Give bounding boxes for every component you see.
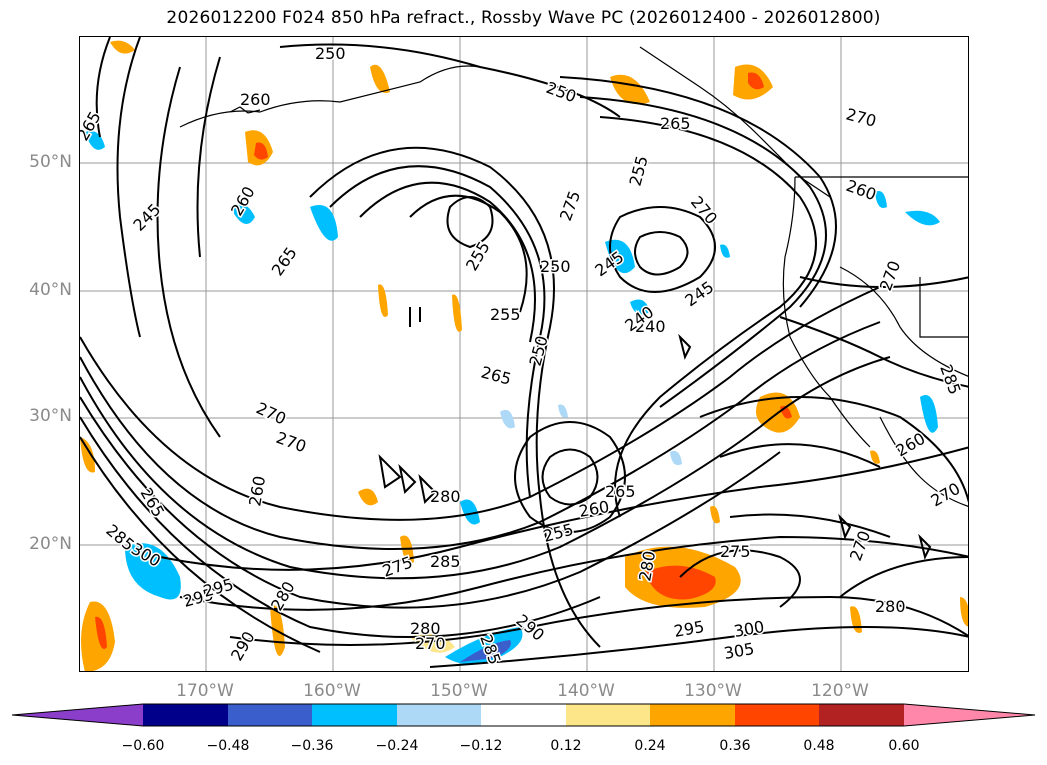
contour-label: 260 [844, 176, 879, 204]
contour-label: 265 [268, 243, 301, 279]
colorbar-swatch [735, 704, 819, 726]
contour-label: 285 [936, 362, 964, 397]
colorbar-tick: −0.24 [375, 738, 419, 754]
contour-label: 290 [227, 628, 259, 664]
lon-label-120w: 120°W [811, 681, 869, 701]
contour-label: 265 [660, 114, 691, 133]
contour-label: 260 [227, 183, 259, 219]
colorbar-swatch [228, 704, 312, 726]
map-panel[interactable]: 250 260 265 250 245 270 265 255 260 265 270 260 255 2… [79, 36, 969, 672]
contour-label: 260 [577, 497, 610, 521]
colorbar-tick: 0.48 [803, 738, 835, 754]
lon-label-130w: 130°W [684, 681, 742, 701]
colorbar-swatch [819, 704, 904, 726]
colorbar-tick: 0.24 [634, 738, 666, 754]
lon-label-160w: 160°W [303, 681, 361, 701]
lon-label-140w: 140°W [557, 681, 615, 701]
contour-label: 255 [490, 305, 521, 324]
contour-label: 295 [672, 617, 705, 641]
contour-label: 255 [626, 154, 652, 188]
contour-label: 270 [876, 258, 904, 293]
contour-label: 240 [635, 317, 666, 336]
contour-label: 250 [315, 44, 346, 63]
colorbar [11, 703, 1036, 727]
colorbar-swatch [481, 704, 566, 726]
contour-label: 270 [253, 398, 289, 428]
colorbar-tick: −0.60 [121, 738, 165, 754]
colorbar-tick: 0.36 [719, 738, 751, 754]
colorbar-tick: −0.36 [290, 738, 334, 754]
contour-label: 265 [605, 482, 636, 501]
colorbar-swatch [397, 704, 481, 726]
colorbar-swatch [143, 704, 228, 726]
anomaly-fills [80, 40, 968, 671]
contour-label: 275 [720, 542, 751, 561]
contour-label: 300 [732, 617, 765, 641]
contour-label: 250 [526, 334, 552, 368]
lon-label-150w: 150°W [430, 681, 488, 701]
lat-label-20n: 20°N [29, 534, 72, 554]
colorbar-tick: 0.12 [550, 738, 582, 754]
contour-label: 270 [846, 528, 874, 563]
contour-label: 250 [540, 257, 571, 276]
colorbar-swatch [904, 704, 1035, 726]
contour-label: 280 [430, 487, 461, 506]
contour-label: 275 [556, 188, 584, 223]
lat-label-50n: 50°N [29, 152, 72, 172]
contour-label: 270 [687, 192, 721, 228]
colorbar-tick: 0.60 [888, 738, 920, 754]
colorbar-swatch [12, 704, 143, 726]
contour-label: 270 [928, 479, 964, 511]
colorbar-tick: −0.12 [459, 738, 503, 754]
contour-label: 305 [722, 639, 755, 663]
contour-lines [80, 37, 968, 668]
contour-label: 280 [875, 597, 906, 616]
colorbar-swatch [566, 704, 650, 726]
contour-label: 265 [479, 363, 513, 389]
contour-label: 270 [415, 634, 446, 653]
contour-label: 270 [844, 105, 878, 131]
contour-label: 285 [430, 552, 461, 571]
contour-label: 245 [681, 277, 717, 310]
lat-label-30n: 30°N [29, 406, 72, 426]
contour-label: 245 [129, 200, 164, 235]
contour-label: 270 [274, 428, 309, 456]
lon-label-170w: 170°W [176, 681, 234, 701]
contour-label: 275 [380, 552, 415, 580]
plot-title: 2026012200 F024 850 hPa refract., Rossby… [166, 8, 881, 28]
colorbar-segments [11, 703, 1036, 727]
colorbar-outline [11, 703, 1036, 727]
colorbar-tick: −0.48 [206, 738, 250, 754]
contour-label: 280 [410, 619, 441, 638]
contour-label: 260 [240, 90, 271, 109]
lat-label-40n: 40°N [29, 280, 72, 300]
coastlines [179, 46, 968, 507]
colorbar-swatch [650, 704, 735, 726]
colorbar-swatch [312, 704, 397, 726]
contour-label: 255 [462, 238, 494, 274]
contour-label: 250 [544, 78, 579, 106]
